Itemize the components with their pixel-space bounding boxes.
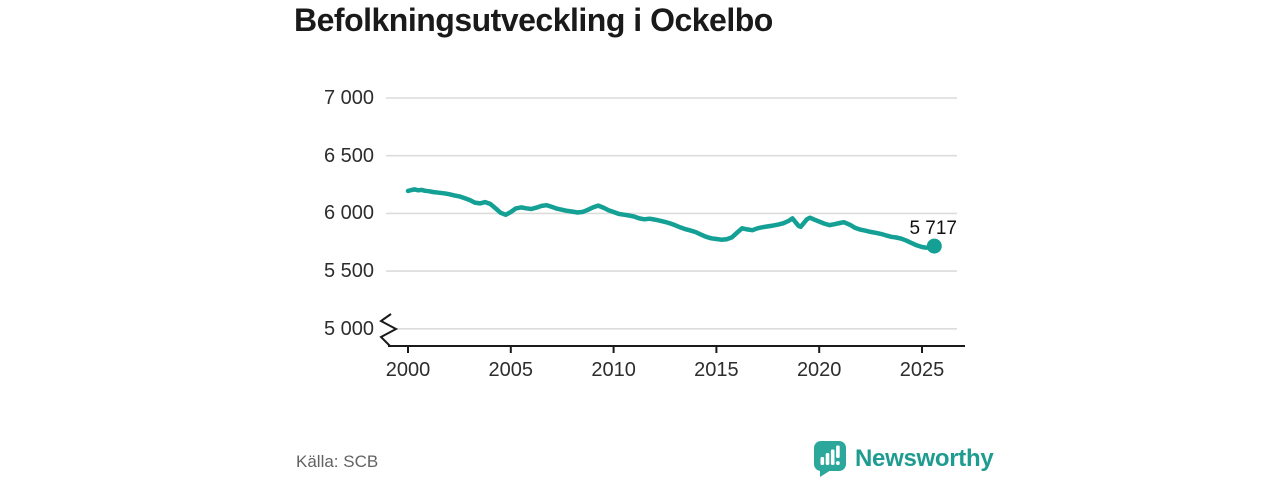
newsworthy-wordmark: Newsworthy [855, 445, 994, 472]
source-note: Källa: SCB [296, 452, 379, 471]
series-end-dot [926, 238, 942, 254]
page-title: Befolkningsutveckling i Ockelbo [294, 2, 773, 38]
newsworthy-logo-icon [813, 440, 847, 478]
x-tick-label: 2000 [385, 359, 431, 381]
x-tick-label: 2020 [796, 359, 842, 381]
y-tick-label: 7 000 [323, 87, 374, 109]
axis-break-squiggle-icon [379, 313, 399, 347]
population-series-line [405, 187, 937, 250]
x-tick-label: 2010 [591, 359, 636, 381]
x-tick-label: 2025 [899, 359, 945, 381]
x-tick-label: 2005 [488, 359, 534, 381]
y-tick-label: 6 500 [323, 144, 374, 167]
x-tick-label: 2015 [694, 359, 739, 381]
y-tick-label: 5 500 [323, 260, 374, 283]
y-tick-label: 5 000 [323, 317, 374, 340]
newsworthy-brand: Newsworthy [813, 440, 994, 478]
y-tick-label: 6 000 [323, 202, 374, 225]
last-value-label: 5 717 [909, 218, 957, 239]
